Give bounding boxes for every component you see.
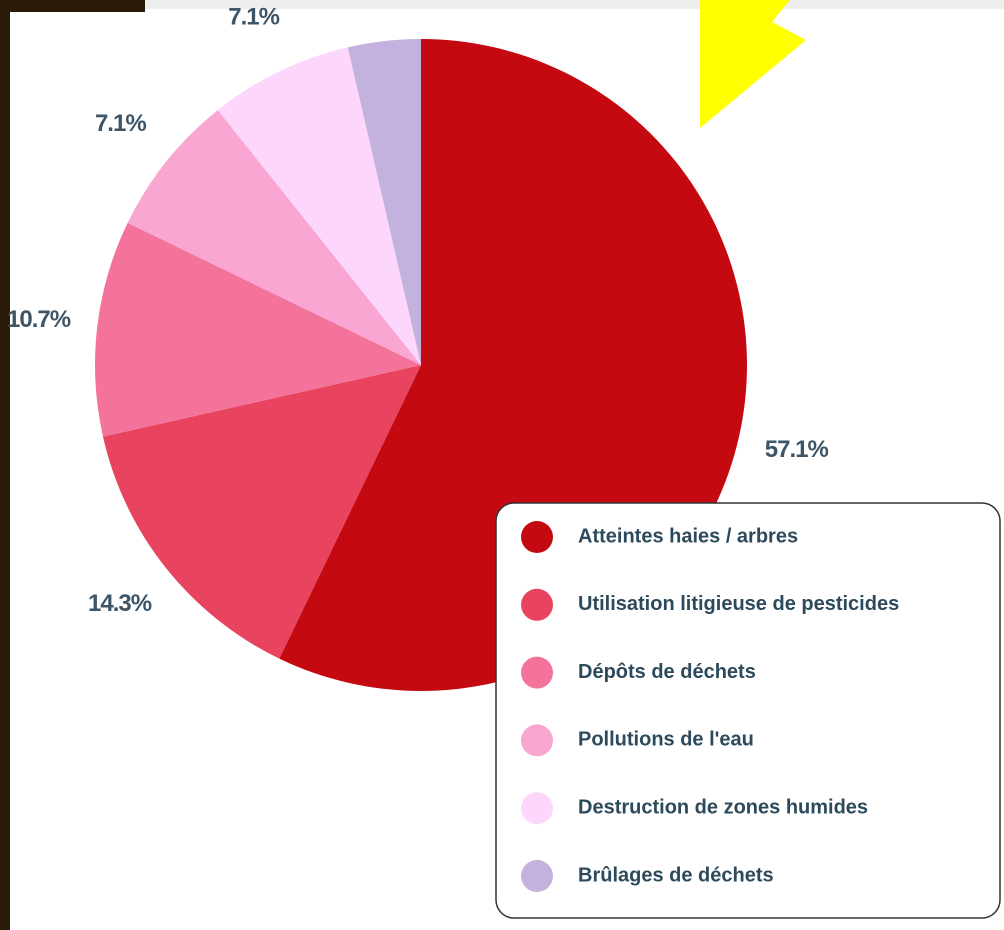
pie-slice <box>102 365 421 659</box>
legend-marker <box>521 656 553 689</box>
data-label: 14.3% <box>88 590 152 617</box>
left-strip <box>0 0 10 930</box>
pie-slice <box>347 39 421 365</box>
data-label: 7.1% <box>228 4 279 31</box>
pie-slice <box>127 110 422 365</box>
legend-label: Pollutions de l'eau <box>578 729 754 751</box>
legend-marker <box>521 792 553 825</box>
legend-label: Atteintes haies / arbres <box>578 525 798 547</box>
legend-label: Destruction de zones humides <box>578 796 868 818</box>
legend-marker <box>521 860 553 892</box>
legend-marker <box>521 724 553 757</box>
arrow-shape <box>700 0 806 128</box>
legend-box <box>495 502 1001 919</box>
corner-block <box>0 0 145 12</box>
pie-slice <box>94 222 422 437</box>
legend-label: Dépôts de déchets <box>578 661 756 683</box>
legend-label: Brûlages de déchets <box>578 864 774 886</box>
data-label: 7.1% <box>95 110 146 137</box>
pie-slice <box>217 47 421 365</box>
pie: 57.1%14.3%10.7%7.1%7.1%3.6% <box>7 4 829 691</box>
data-label: 57.1% <box>765 436 829 463</box>
legend-label: Utilisation litigieuse de pesticides <box>578 593 899 615</box>
legend-marker <box>521 521 553 553</box>
legend: Atteintes haies / arbres Utilisation liti… <box>521 521 899 892</box>
top-bar <box>145 0 1004 9</box>
legend-marker <box>521 588 553 621</box>
data-label: 10.7% <box>7 306 71 333</box>
